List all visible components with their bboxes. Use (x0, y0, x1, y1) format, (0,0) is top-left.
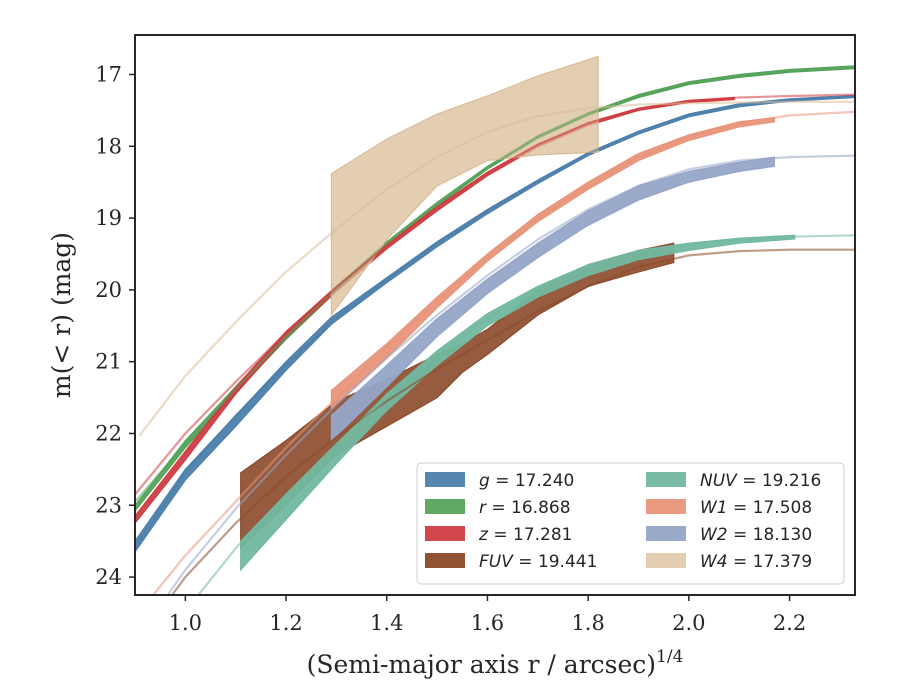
legend-value: = 19.441 (513, 552, 598, 572)
y-tick-label: 20 (95, 278, 122, 302)
legend-value: = 17.240 (490, 471, 575, 491)
model-line-w2 (166, 154, 855, 595)
legend-swatch-z (425, 526, 465, 541)
y-tick-label: 24 (95, 565, 122, 589)
legend-label-r: r = 16.868 (479, 498, 571, 518)
legend-swatch-g (425, 472, 465, 487)
model-lines (135, 66, 855, 595)
legend-box (416, 462, 845, 585)
x-axis-label-text: (Semi-major axis r / arcsec) (307, 650, 656, 679)
legend-label-g: g = 17.240 (479, 471, 574, 491)
legend-label-w4: W4 = 17.379 (700, 552, 812, 572)
x-axis-label: (Semi-major axis r / arcsec)1/4 (307, 647, 684, 679)
x-tick-label: 1.4 (370, 611, 403, 635)
band-w4 (330, 55, 599, 317)
x-axis-label-exponent: 1/4 (656, 647, 683, 667)
model-line-w4 (138, 100, 855, 436)
x-tick-label: 1.6 (471, 611, 504, 635)
legend-label-z: z = 17.281 (478, 525, 572, 545)
legend-swatch-nuv (646, 472, 686, 487)
legend-variable: g (479, 471, 490, 491)
legend-variable: FUV (479, 552, 514, 572)
band-w1 (330, 116, 776, 410)
x-axis-ticks: 1.0 1.2 1.4 1.6 1.8 2.0 2.2 (169, 595, 806, 635)
legend-variable: NUV (700, 471, 738, 491)
x-tick-label: 1.2 (269, 611, 302, 635)
legend-variable: W1 (700, 498, 728, 518)
legend-variable: W4 (700, 552, 728, 572)
model-line-g (135, 94, 855, 550)
legend-value: = 17.379 (728, 552, 813, 572)
legend-swatch-r (425, 499, 465, 514)
x-tick-label: 2.0 (672, 611, 705, 635)
model-line-nuv (196, 234, 855, 595)
legend-swatch-w2 (646, 526, 686, 541)
y-axis-ticks: 17 18 19 20 21 22 23 24 (95, 62, 135, 589)
legend-variable: r (479, 498, 487, 518)
y-tick-label: 21 (95, 350, 122, 374)
x-tick-label: 1.8 (571, 611, 604, 635)
y-axis-label: m(< r) (mag) (47, 232, 76, 398)
legend-swatch-fuv (425, 553, 465, 568)
legend-value: = 17.281 (488, 525, 573, 545)
band-nuv (240, 234, 796, 572)
band-w2 (330, 156, 776, 443)
plot-frame (134, 34, 856, 596)
model-line-fuv (170, 248, 855, 595)
legend-swatch-w4 (646, 553, 686, 568)
y-tick-label: 19 (95, 206, 122, 230)
legend-swatch-w1 (646, 499, 686, 514)
model-line-z (135, 93, 855, 496)
legend-label-nuv: NUV = 19.216 (700, 471, 821, 491)
legend-value: = 18.130 (728, 525, 813, 545)
x-tick-label: 1.0 (169, 611, 202, 635)
y-tick-label: 23 (95, 493, 122, 517)
y-tick-label: 17 (95, 62, 122, 86)
legend-label-fuv: FUV = 19.441 (479, 552, 597, 572)
legend-value: = 17.508 (728, 498, 813, 518)
legend-label-w1: W1 = 17.508 (700, 498, 812, 518)
model-line-w1 (151, 110, 855, 595)
x-tick-label: 2.2 (773, 611, 806, 635)
y-tick-label: 22 (95, 421, 122, 445)
legend-value: = 16.868 (486, 498, 571, 518)
legend-value: = 19.216 (737, 471, 822, 491)
model-line-r (135, 66, 855, 503)
y-tick-label: 18 (95, 134, 122, 158)
legend-variable: z (478, 525, 489, 545)
band-fuv (240, 242, 675, 550)
legend-label-w2: W2 = 18.130 (700, 525, 812, 545)
legend-variable: W2 (700, 525, 728, 545)
